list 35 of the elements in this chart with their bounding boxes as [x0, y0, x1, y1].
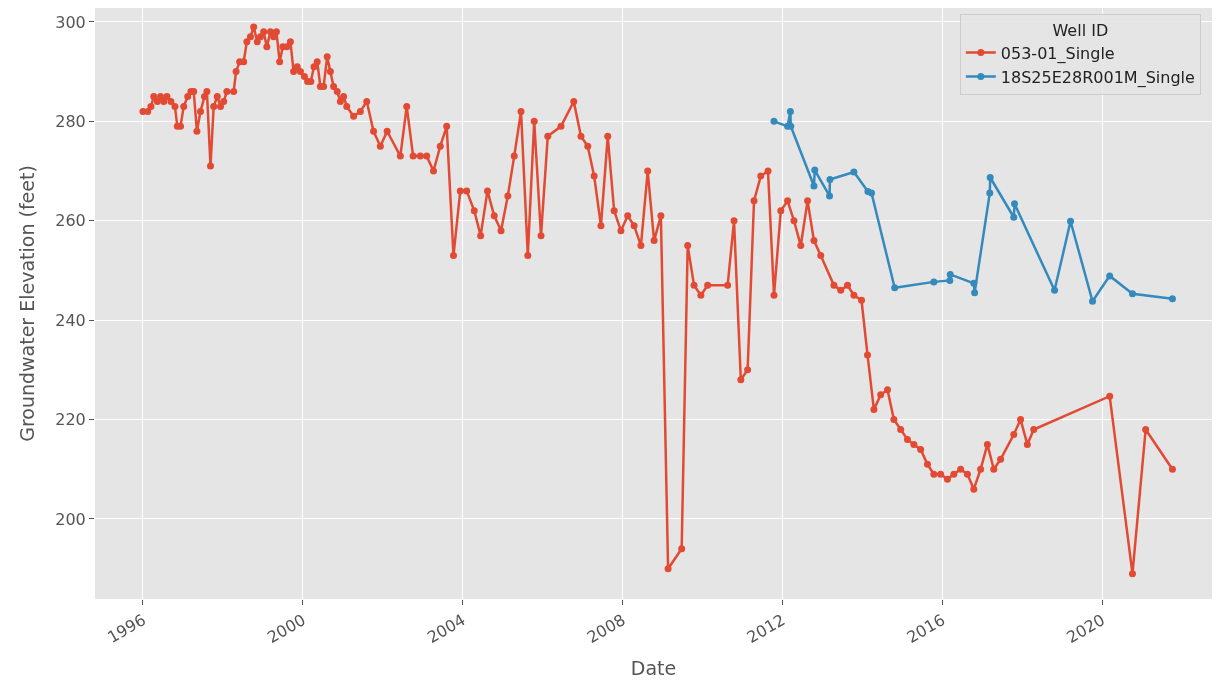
y-tick-label: 300 [55, 12, 86, 32]
point [770, 117, 778, 125]
legend-label: 053-01_Single [1000, 43, 1115, 64]
point [986, 189, 994, 197]
point [1168, 295, 1176, 303]
point [826, 192, 834, 200]
y-tick-label: 260 [55, 211, 86, 231]
legend-label: 18S25E28R001M_Single [1000, 67, 1195, 88]
y-tick-label: 240 [55, 310, 86, 330]
y-tick-label: 280 [55, 111, 86, 131]
point [1128, 290, 1136, 298]
point [986, 174, 994, 181]
point [811, 166, 819, 174]
legend-title: Well ID [1052, 20, 1109, 40]
y-tick-label: 220 [55, 410, 86, 430]
y-axis-title: Groundwater Elevation (feet) [16, 165, 39, 442]
point [1089, 297, 1097, 305]
point [930, 278, 938, 286]
point [868, 189, 875, 197]
point [1010, 213, 1018, 221]
point [850, 168, 858, 176]
x-axis-title: Date [630, 656, 677, 679]
point [946, 276, 954, 284]
point [946, 270, 954, 278]
point [826, 175, 834, 183]
y-tick-label: 200 [55, 509, 86, 529]
point [786, 107, 794, 115]
point [1011, 200, 1019, 208]
point [891, 284, 899, 292]
point [971, 289, 979, 297]
point [1106, 272, 1114, 280]
point [810, 182, 818, 190]
point [1067, 217, 1075, 225]
point [970, 279, 978, 287]
point [1051, 286, 1059, 294]
